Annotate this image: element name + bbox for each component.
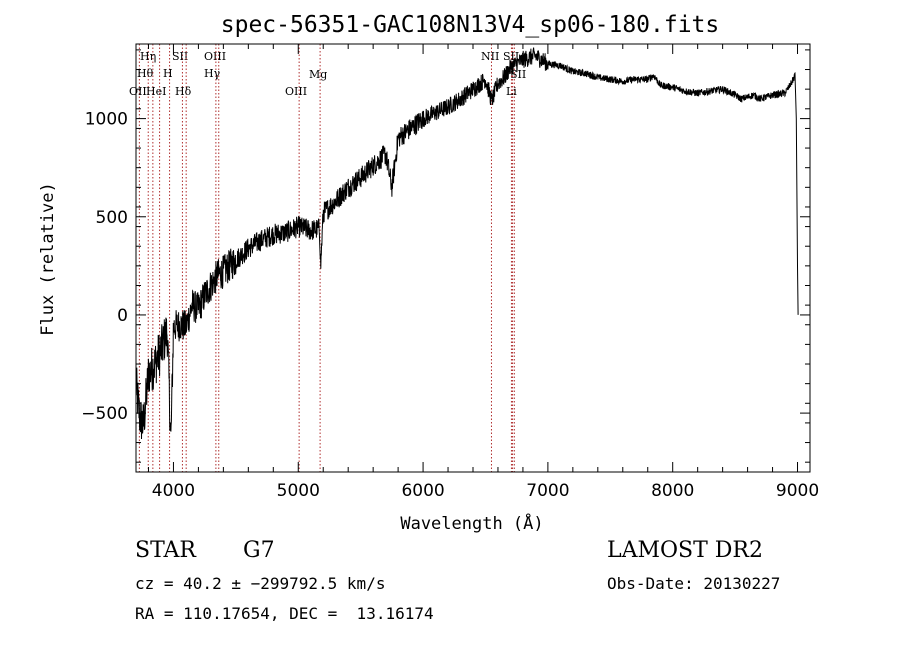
object-subclass: G7 (243, 538, 275, 563)
x-tick-label: 9000 (776, 481, 819, 501)
spectral-line-label: OIII (285, 85, 307, 98)
y-tick-label: −500 (81, 404, 128, 424)
spectral-line-label: SII (510, 68, 526, 81)
spectral-line-label: HeI (146, 85, 166, 98)
redshift-readout: cz = 40.2 ± −299792.5 km/s (135, 574, 386, 593)
y-tick-label: 1000 (85, 110, 128, 130)
y-axis-label: Flux (relative) (38, 182, 58, 336)
spectral-line-label: NII (481, 50, 499, 63)
spectral-line-label: Hδ (175, 85, 192, 98)
x-tick-label: 6000 (401, 481, 444, 501)
spectral-line-label: Hη (140, 50, 156, 63)
x-axis-label: Wavelength (Å) (400, 512, 543, 534)
spectrum-flux-line (135, 47, 799, 440)
x-tick-label: 5000 (277, 481, 320, 501)
x-tick-label: 4000 (152, 481, 195, 501)
axis-ticks: 4000 5000 6000 7000 8000 9000 −500 0 500 1000 (81, 44, 819, 501)
survey-name: LAMOST DR2 (607, 538, 763, 563)
x-tick-label: 8000 (651, 481, 694, 501)
spectral-line-label: OII (129, 85, 147, 98)
observation-date: Obs-Date: 20130227 (607, 574, 781, 593)
spectrum-series (135, 47, 799, 440)
spectral-line-label: Li (506, 85, 517, 98)
spectral-line-label: SII (172, 50, 188, 63)
spectral-line-label: H (163, 67, 173, 80)
spectral-line-label: OIII (204, 50, 226, 63)
spectral-line-label: Hθ (137, 67, 154, 80)
y-tick-label: 500 (96, 208, 128, 228)
x-tick-label: 7000 (526, 481, 569, 501)
spectral-line-label: Hγ (204, 67, 221, 80)
y-tick-label: 0 (117, 306, 128, 326)
coordinates-readout: RA = 110.17654, DEC = 13.16174 (135, 604, 434, 623)
chart-title: spec-56351-GAC108N13V4_sp06-180.fits (221, 12, 720, 38)
spectral-line-label: Mg (309, 68, 327, 81)
object-class: STAR (135, 538, 196, 563)
